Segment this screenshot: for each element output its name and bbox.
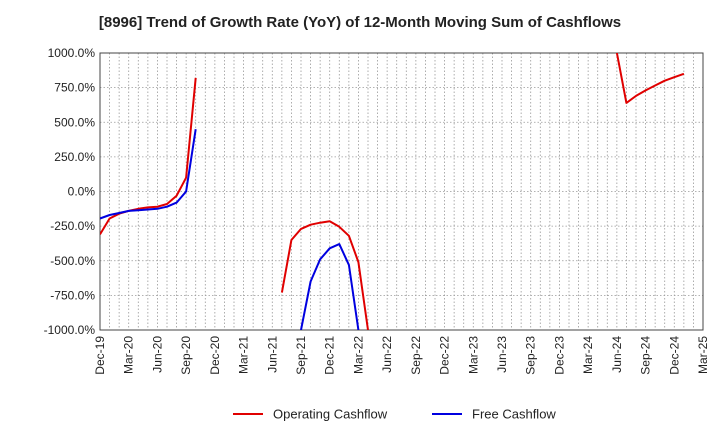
y-tick-label: 0.0% [68, 185, 96, 199]
series-line-operating-cashflow [100, 53, 685, 330]
legend-label: Operating Cashflow [273, 407, 388, 422]
series-line-free-cashflow [100, 129, 360, 330]
x-tick-label: Mar-21 [237, 336, 251, 374]
plot-border [99, 52, 704, 331]
x-tick-label: Sep-21 [294, 336, 308, 375]
x-tick-label: Sep-23 [524, 336, 538, 375]
y-tick-label: 250.0% [54, 150, 95, 164]
x-tick-label: Dec-21 [323, 336, 337, 375]
x-tick-label: Mar-24 [581, 336, 595, 374]
y-tick-label: -750.0% [50, 288, 95, 302]
legend-label: Free Cashflow [472, 407, 556, 422]
x-tick-label: Dec-24 [667, 336, 681, 375]
x-tick-label: Jun-24 [610, 336, 624, 373]
x-tick-label: Sep-20 [179, 336, 193, 375]
x-tick-label: Mar-22 [351, 336, 365, 374]
y-tick-label: -500.0% [50, 254, 95, 268]
y-tick-label: -250.0% [50, 219, 95, 233]
x-tick-label: Dec-19 [93, 336, 107, 375]
x-tick-label: Jun-20 [150, 336, 164, 373]
y-tick-label: -1000.0% [44, 323, 96, 337]
x-tick-label: Dec-22 [438, 336, 452, 375]
legend-item: Operating Cashflow [233, 407, 388, 422]
x-tick-label: Sep-24 [639, 336, 653, 375]
x-tick-label: Jun-23 [495, 336, 509, 373]
y-tick-label: 750.0% [54, 81, 95, 95]
x-tick-label: Mar-25 [696, 336, 710, 374]
legend-item: Free Cashflow [432, 407, 556, 422]
x-tick-label: Sep-22 [409, 336, 423, 375]
x-tick-label: Mar-23 [466, 336, 480, 374]
x-tick-label: Jun-22 [380, 336, 394, 373]
chart-title: [8996] Trend of Growth Rate (YoY) of 12-… [98, 14, 622, 31]
x-tick-label: Dec-23 [552, 336, 566, 375]
y-tick-label: 500.0% [54, 115, 95, 129]
x-tick-label: Jun-21 [265, 336, 279, 373]
x-tick-label: Mar-20 [122, 336, 136, 374]
x-tick-label: Dec-20 [208, 336, 222, 375]
y-tick-label: 1000.0% [48, 46, 96, 60]
